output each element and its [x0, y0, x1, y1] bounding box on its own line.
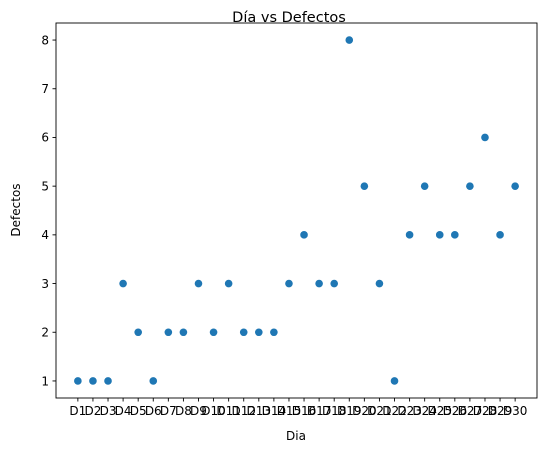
x-tick-label: D11 — [216, 404, 241, 418]
data-point — [435, 231, 444, 239]
data-point — [360, 182, 369, 190]
data-point — [405, 231, 414, 239]
data-point — [345, 36, 354, 44]
data-point — [194, 279, 203, 288]
x-axis-label: Dia — [286, 429, 306, 443]
x-tick-label: D13 — [247, 404, 272, 418]
data-point — [285, 279, 293, 288]
data-point — [224, 279, 233, 288]
x-tick-label: D12 — [231, 404, 256, 418]
x-tick-label: D16 — [292, 404, 317, 418]
data-points — [74, 36, 519, 385]
x-tick-label: D10 — [201, 404, 226, 418]
data-point — [300, 231, 308, 239]
data-point — [315, 279, 323, 288]
data-point — [451, 231, 459, 239]
y-tick-label: 1 — [41, 374, 49, 388]
y-axis: 1 2 3 4 5 6 7 8 — [41, 33, 56, 388]
data-point — [330, 279, 338, 288]
y-tick-label: 4 — [41, 228, 49, 242]
x-tick-label: D9 — [190, 404, 207, 418]
y-tick-label: 5 — [41, 179, 49, 193]
x-tick-label: D7 — [160, 404, 177, 418]
x-tick-label: D26 — [443, 404, 468, 418]
x-tick-label: D19 — [337, 404, 362, 418]
x-tick-label: D18 — [322, 404, 347, 418]
x-tick-label: D5 — [130, 404, 147, 418]
data-point — [134, 328, 142, 337]
y-tick-label: 7 — [41, 82, 49, 96]
data-point — [255, 328, 263, 337]
y-tick-label: 8 — [41, 33, 49, 47]
plot-frame — [55, 22, 538, 399]
data-point — [466, 182, 474, 190]
x-tick-label: D28 — [473, 404, 498, 418]
x-tick-label: D4 — [115, 404, 132, 418]
data-point — [104, 377, 112, 385]
data-point — [375, 279, 384, 288]
data-point — [390, 377, 399, 385]
data-point — [511, 182, 519, 190]
data-point — [496, 231, 504, 239]
x-tick-label: D17 — [307, 404, 332, 418]
chart-title: Día vs Defectos — [232, 10, 346, 26]
x-tick-label: D14 — [262, 404, 287, 418]
x-tick-label: D27 — [458, 404, 483, 418]
y-axis-label: Defectos — [9, 183, 23, 236]
x-axis: D1D2D3D4D5D6D7D8D9D10D11D12D13D14D15D16D… — [69, 398, 527, 418]
data-point — [149, 377, 158, 385]
x-tick-label: D25 — [427, 404, 452, 418]
x-tick-label: D8 — [175, 404, 192, 418]
data-point — [119, 279, 127, 288]
x-tick-label: D6 — [145, 404, 162, 418]
data-point — [239, 328, 248, 337]
y-tick-label: 3 — [41, 277, 49, 291]
x-tick-label: D23 — [397, 404, 422, 418]
x-tick-label: D20 — [352, 404, 377, 418]
x-tick-label: D2 — [85, 404, 102, 418]
data-point — [179, 328, 188, 337]
x-tick-label: D21 — [367, 404, 392, 418]
x-tick-label: D30 — [503, 404, 528, 418]
data-point — [420, 182, 429, 190]
x-tick-label: D3 — [100, 404, 117, 418]
data-point — [89, 377, 97, 385]
x-tick-label: D24 — [412, 404, 437, 418]
x-tick-label: D22 — [382, 404, 407, 418]
data-point — [481, 133, 489, 142]
y-tick-label: 2 — [41, 326, 49, 340]
data-point — [164, 328, 173, 337]
x-tick-label: D29 — [488, 404, 513, 418]
y-tick-label: 6 — [41, 131, 49, 145]
x-tick-label: D15 — [277, 404, 302, 418]
data-point — [74, 377, 82, 385]
x-tick-label: D1 — [69, 404, 86, 418]
data-point — [209, 328, 218, 337]
data-point — [270, 328, 278, 337]
